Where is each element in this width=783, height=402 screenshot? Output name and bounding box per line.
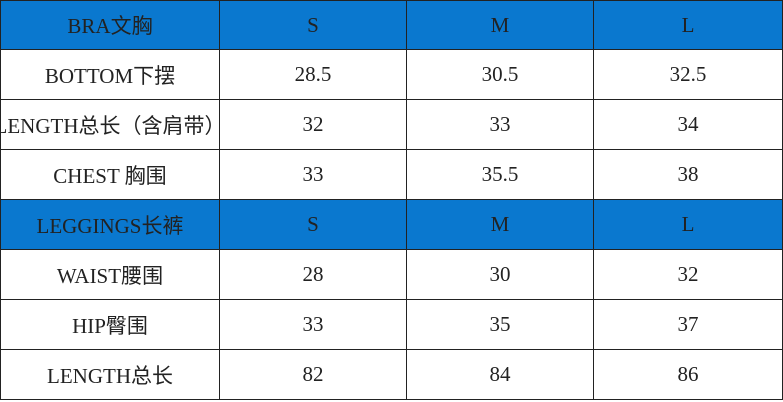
size-value: 32 [594, 250, 783, 300]
size-value: 32.5 [594, 50, 783, 100]
size-value: 30.5 [407, 50, 594, 100]
header-cell: L [594, 200, 783, 250]
size-value: 37 [594, 300, 783, 350]
size-value: 28.5 [220, 50, 407, 100]
size-value: 34 [594, 100, 783, 150]
size-value: 32 [220, 100, 407, 150]
header-cell: M [407, 200, 594, 250]
header-cell: S [220, 200, 407, 250]
size-value: 28 [220, 250, 407, 300]
header-cell: S [220, 0, 407, 50]
size-value: 35.5 [407, 150, 594, 200]
row-label: BOTTOM下摆 [0, 50, 220, 100]
size-value: 82 [220, 350, 407, 400]
size-value: 33 [220, 150, 407, 200]
size-value: 84 [407, 350, 594, 400]
row-label: LENGTH总长 [0, 350, 220, 400]
header-cell: L [594, 0, 783, 50]
row-label: CHEST 胸围 [0, 150, 220, 200]
row-label: LENGTH总长（含肩带） [0, 100, 220, 150]
row-label: HIP臀围 [0, 300, 220, 350]
size-value: 33 [407, 100, 594, 150]
header-cell: BRA文胸 [0, 0, 220, 50]
size-value: 33 [220, 300, 407, 350]
size-value: 30 [407, 250, 594, 300]
size-value: 86 [594, 350, 783, 400]
size-value: 35 [407, 300, 594, 350]
header-cell: M [407, 0, 594, 50]
row-label: WAIST腰围 [0, 250, 220, 300]
size-value: 38 [594, 150, 783, 200]
header-cell: LEGGINGS长裤 [0, 200, 220, 250]
